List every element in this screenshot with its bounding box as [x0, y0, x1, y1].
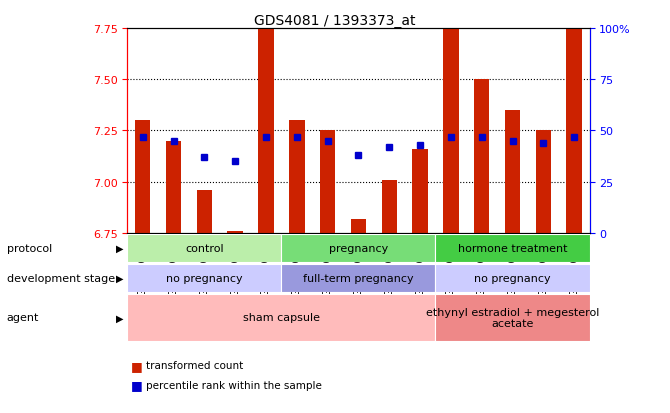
- Text: transformed count: transformed count: [146, 361, 243, 370]
- Bar: [127, 234, 281, 262]
- Bar: [281, 234, 436, 262]
- Bar: [127, 264, 281, 292]
- Text: no pregnancy: no pregnancy: [474, 273, 551, 283]
- Bar: [127, 294, 436, 341]
- Bar: [436, 264, 590, 292]
- Text: agent: agent: [7, 313, 39, 323]
- Text: protocol: protocol: [7, 243, 52, 253]
- Bar: [381, 180, 397, 233]
- Bar: [320, 131, 335, 233]
- Bar: [505, 111, 520, 233]
- Text: ■: ■: [131, 359, 143, 372]
- Text: ▶: ▶: [117, 313, 124, 323]
- Text: pregnancy: pregnancy: [329, 243, 388, 253]
- Bar: [281, 264, 436, 292]
- Bar: [412, 150, 427, 233]
- Bar: [351, 219, 366, 233]
- Text: full-term pregnancy: full-term pregnancy: [303, 273, 414, 283]
- Text: percentile rank within the sample: percentile rank within the sample: [146, 380, 322, 390]
- Bar: [289, 121, 304, 233]
- Bar: [258, 19, 273, 233]
- Bar: [436, 234, 590, 262]
- Text: hormone treatment: hormone treatment: [458, 243, 567, 253]
- Text: no pregnancy: no pregnancy: [166, 273, 243, 283]
- Bar: [443, 19, 458, 233]
- Bar: [436, 294, 590, 341]
- Bar: [227, 231, 243, 233]
- Bar: [135, 121, 150, 233]
- Bar: [536, 131, 551, 233]
- Text: development stage: development stage: [7, 273, 115, 283]
- Bar: [566, 19, 582, 233]
- Bar: [197, 190, 212, 233]
- Text: control: control: [185, 243, 224, 253]
- Text: GDS4081 / 1393373_at: GDS4081 / 1393373_at: [254, 14, 416, 28]
- Text: ■: ■: [131, 378, 143, 392]
- Bar: [166, 141, 181, 233]
- Text: sham capsule: sham capsule: [243, 313, 320, 323]
- Text: ▶: ▶: [117, 273, 124, 283]
- Text: ▶: ▶: [117, 243, 124, 253]
- Bar: [474, 80, 489, 233]
- Text: ethynyl estradiol + megesterol
acetate: ethynyl estradiol + megesterol acetate: [426, 307, 599, 328]
